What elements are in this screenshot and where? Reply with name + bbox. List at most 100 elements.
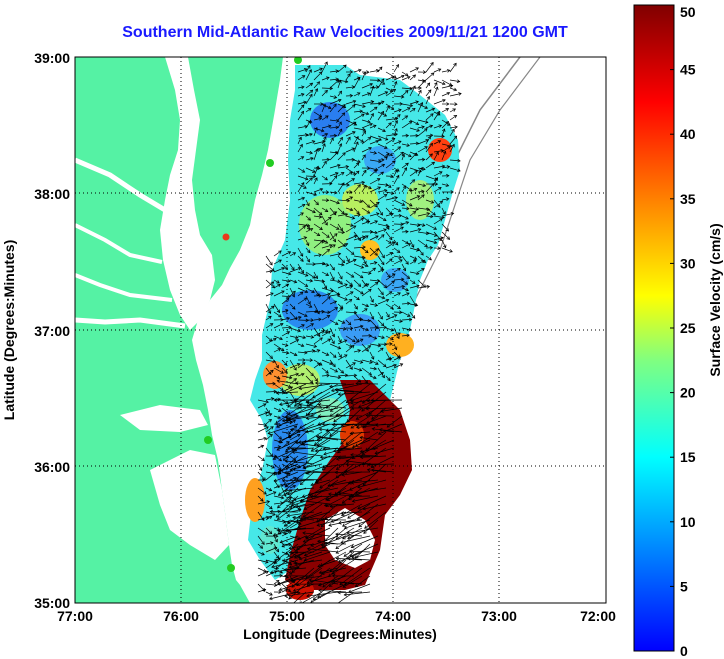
velocity-arrowhead xyxy=(357,283,362,287)
velocity-arrow xyxy=(281,310,288,313)
velocity-arrow xyxy=(265,472,276,481)
velocity-arrowhead xyxy=(393,363,397,368)
velocity-arrow xyxy=(305,271,316,279)
velocity-arrow xyxy=(317,415,339,426)
velocity-arrow xyxy=(289,425,297,433)
velocity-arrowhead xyxy=(313,192,318,197)
velocity-arrow xyxy=(409,207,419,210)
velocity-arrowhead xyxy=(293,560,298,564)
velocity-arrow xyxy=(401,143,410,147)
velocity-arrowhead xyxy=(333,175,338,179)
velocity-arrowhead xyxy=(279,322,284,327)
velocity-arrow xyxy=(281,251,291,257)
velocity-arrowhead xyxy=(381,254,385,259)
velocity-arrowhead xyxy=(350,544,355,549)
velocity-arrowhead xyxy=(377,343,382,348)
velocity-arrow xyxy=(314,431,331,446)
velocity-arrowhead xyxy=(397,292,401,296)
velocity-arrow xyxy=(297,68,308,73)
velocity-arrow xyxy=(288,423,307,438)
velocity-arrowhead xyxy=(454,125,458,129)
velocity-arrow xyxy=(265,351,273,359)
velocity-arrow xyxy=(409,167,422,173)
velocity-arrowhead xyxy=(323,451,327,456)
velocity-arrow xyxy=(401,302,410,305)
y-tick-label: 36:00 xyxy=(34,459,70,475)
velocity-arrowhead xyxy=(401,74,405,79)
velocity-arrow xyxy=(289,263,295,271)
velocity-arrow xyxy=(361,345,371,353)
velocity-arrowhead xyxy=(293,378,297,382)
velocity-arrow xyxy=(377,183,389,186)
velocity-arrowhead xyxy=(318,211,323,216)
velocity-arrow xyxy=(273,335,283,340)
velocity-arrowhead xyxy=(350,406,355,410)
velocity-arrow xyxy=(386,415,403,428)
velocity-arrow xyxy=(385,258,393,265)
velocity-arrowhead xyxy=(380,100,385,105)
rappahannock-river xyxy=(75,223,163,264)
velocity-arrow xyxy=(281,489,293,497)
velocity-arrow xyxy=(409,255,417,260)
velocity-arrow xyxy=(305,247,311,253)
velocity-arrowhead xyxy=(303,557,308,562)
velocity-arrow xyxy=(329,244,336,249)
velocity-arrowhead xyxy=(364,379,368,384)
velocity-arrow xyxy=(337,307,343,313)
velocity-arrow xyxy=(291,447,315,450)
velocity-arrow xyxy=(425,113,434,121)
velocity-arrow xyxy=(361,92,371,97)
velocity-arrowhead xyxy=(309,177,313,181)
velocity-arrow xyxy=(441,146,451,153)
velocity-arrowhead xyxy=(318,116,323,121)
velocity-arrowhead xyxy=(394,128,398,132)
velocity-arrow xyxy=(265,255,273,266)
velocity-arrow xyxy=(337,279,343,285)
velocity-arrowhead xyxy=(276,447,280,451)
velocity-arrowhead xyxy=(389,342,393,346)
velocity-arrow xyxy=(369,295,374,303)
velocity-arrowhead xyxy=(391,138,396,142)
velocity-arrowhead xyxy=(383,342,388,347)
velocity-arrow xyxy=(409,179,415,185)
velocity-arrowhead xyxy=(281,544,286,548)
velocity-arrowhead xyxy=(282,457,287,461)
velocity-arrow xyxy=(337,243,348,249)
velocity-arrow xyxy=(377,78,385,89)
velocity-arrowhead xyxy=(328,216,332,221)
velocity-arrowhead xyxy=(344,212,349,217)
velocity-arrow xyxy=(337,137,343,145)
velocity-arrow xyxy=(369,85,374,97)
velocity-arrow xyxy=(337,439,363,451)
velocity-arrow xyxy=(273,423,282,426)
velocity-arrowhead xyxy=(451,128,455,133)
velocity-arrowhead xyxy=(446,165,451,169)
velocity-arrow xyxy=(296,478,323,481)
velocity-arrowhead xyxy=(377,186,382,190)
velocity-arrow xyxy=(409,119,419,125)
colorbar-label: Surface Velocity (cm/s) xyxy=(707,223,723,376)
velocity-arrowhead xyxy=(331,571,336,575)
velocity-arrow xyxy=(347,503,371,519)
velocity-arrow xyxy=(385,223,390,230)
velocity-arrowhead xyxy=(280,370,284,374)
velocity-arrow xyxy=(369,69,379,73)
velocity-arrowhead xyxy=(343,339,348,343)
velocity-arrow xyxy=(337,351,342,358)
velocity-arrowhead xyxy=(372,124,377,129)
velocity-arrow xyxy=(425,62,434,73)
velocity-arrowhead xyxy=(333,103,337,108)
velocity-arrowhead xyxy=(275,534,279,539)
velocity-arrow xyxy=(257,423,267,426)
velocity-arrowhead xyxy=(331,340,335,345)
velocity-arrowhead xyxy=(441,215,445,220)
velocity-arrowhead xyxy=(332,363,336,368)
velocity-arrowhead xyxy=(269,592,273,596)
velocity-arrow xyxy=(425,199,434,204)
velocity-arrow xyxy=(337,335,342,343)
velocity-arrowhead xyxy=(362,245,366,250)
velocity-arrowhead xyxy=(349,70,354,74)
velocity-arrowhead xyxy=(363,184,367,189)
velocity-arrowhead xyxy=(405,229,409,234)
velocity-arrow xyxy=(340,535,371,543)
